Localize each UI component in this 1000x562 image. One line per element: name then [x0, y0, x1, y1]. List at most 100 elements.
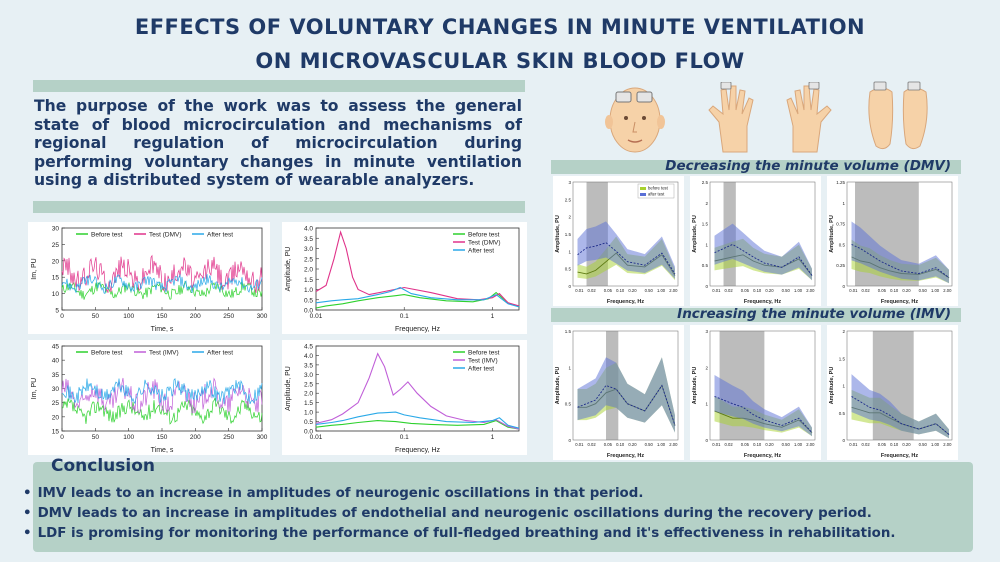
- x-tick-label: 250: [223, 434, 234, 441]
- y-tick-label: 15: [52, 429, 60, 436]
- y-tick-label: 0: [842, 284, 845, 289]
- x-axis-label: Frequency, Hz: [607, 453, 644, 459]
- legend-label: Before test: [468, 232, 500, 239]
- band-mean-after-test: [577, 242, 676, 275]
- x-tick-label: 0.20: [902, 288, 911, 293]
- y-tick-label: 5: [55, 308, 59, 315]
- y-tick-label: 25: [52, 242, 60, 249]
- imv-time-chart-svg: 15 20 25 30 35 40 45 0 50 100 150 200 250 300 Time, s I…: [31, 344, 268, 455]
- y-tick-label: 1.5: [565, 329, 572, 334]
- band-mean-after-test: [714, 243, 813, 276]
- y-axis-label: Amplitude, PU: [692, 367, 698, 405]
- x-tick-label: 100: [123, 313, 134, 320]
- legend-label: Before test: [91, 350, 123, 357]
- x-tick-label: 0.20: [902, 442, 911, 447]
- y-tick-label: 0.5: [839, 242, 846, 247]
- x-tick-label: 0.05: [741, 442, 750, 447]
- x-tick-label: 0.02: [862, 442, 871, 447]
- x-tick-label: 1: [491, 313, 495, 320]
- dmv-frequency-chart-svg: 0.0 0.5 1.0 1.5 2.0 2.5 3.0 3.5 4.0 0.01 0.1 1 Frequ…: [285, 226, 520, 333]
- band-area-after-test: [851, 221, 949, 284]
- y-tick-label: 3.0: [304, 372, 313, 379]
- dmv-heading: Decreasing the minute volume (DMV): [665, 158, 951, 174]
- legend-label: Before test: [468, 350, 500, 357]
- x-tick-label: 1.00: [794, 288, 803, 293]
- x-tick-label: 0.02: [862, 288, 871, 293]
- x-tick-label: 0.10: [753, 288, 762, 293]
- series-line-test-dmv-: [61, 254, 263, 293]
- conclusion-title: Conclusion: [51, 456, 155, 476]
- y-tick-label: 0.5: [304, 297, 313, 304]
- imv-heading-band: [551, 308, 961, 322]
- band-mean-after-test: [577, 384, 676, 426]
- y-tick-label: 10: [52, 291, 60, 298]
- y-tick-label: 2: [705, 365, 708, 370]
- y-tick-label: 1: [842, 201, 845, 206]
- band-mean-after-test: [851, 396, 950, 435]
- y-tick-label: 1: [842, 384, 845, 389]
- y-tick-label: 1.5: [565, 232, 572, 237]
- y-tick-label: 1.5: [304, 400, 313, 407]
- band-area-after-test: [577, 357, 675, 433]
- title-line-1: EFFECTS OF VOLUNTARY CHANGES IN MINUTE V…: [134, 15, 866, 39]
- legend-label: after test: [648, 192, 665, 197]
- legend-swatch: [640, 193, 646, 196]
- y-axis-label: Amplitude, PU: [285, 366, 292, 411]
- y-tick-label: 4.5: [304, 344, 313, 351]
- x-tick-label: 0.10: [616, 288, 625, 293]
- x-tick-label: 1.00: [657, 288, 666, 293]
- imv-band-panel-3: 0 0.5 1 1.5 2 0.01 0.02 0.05 0.10 0.20 0.50 1.00 2.0…: [827, 325, 958, 460]
- poster-title: EFFECTS OF VOLUNTARY CHANGES IN MINUTE V…: [0, 10, 1000, 78]
- imv-band-panel-1: 0 0.5 1 1.5 0.01 0.02 0.05 0.10 0.20 0.50 1.00 2.00…: [553, 325, 684, 460]
- y-tick-label: 0.25: [836, 263, 845, 268]
- x-tick-label: 0.01: [712, 288, 721, 293]
- imv-band-panel-1-svg: 0 0.5 1 1.5 0.01 0.02 0.05 0.10 0.20 0.50 1.00 2.00…: [555, 329, 679, 459]
- dmv-band-panel-1-svg: 0 0.5 1 1.5 2 2.5 3 0.01 0.02 0.05 0.10 0.20 0.50 1.0…: [555, 180, 679, 305]
- x-tick-label: 2.00: [806, 288, 815, 293]
- x-tick-label: 0.50: [919, 288, 928, 293]
- y-tick-label: 3: [568, 180, 571, 185]
- y-tick-label: 2.5: [565, 197, 572, 202]
- y-tick-label: 4.0: [304, 226, 313, 233]
- series-line-test-dmv-: [315, 230, 520, 307]
- band-area-after-test: [577, 221, 675, 279]
- legend-box: [637, 183, 675, 199]
- x-tick-label: 0.20: [765, 288, 774, 293]
- imv-band-panel-2-svg: 0 1 2 3 0.01 0.02 0.05 0.10 0.20 0.50 1.00 2.00 Freq…: [692, 329, 816, 459]
- x-tick-label: 0.20: [765, 442, 774, 447]
- x-tick-label: 0.01: [575, 442, 584, 447]
- imv-band-panel-3-svg: 0 0.5 1 1.5 2 0.01 0.02 0.05 0.10 0.20 0.50 1.00 2.0…: [829, 329, 953, 459]
- band-area-after-test: [714, 375, 812, 437]
- x-tick-label: 0.01: [712, 442, 721, 447]
- x-tick-label: 0: [60, 434, 64, 441]
- x-tick-label: 2.00: [806, 442, 815, 447]
- y-tick-label: 2.0: [304, 391, 313, 398]
- imv-frequency-chart: 0.0 0.5 1.0 1.5 2.0 2.5 3.0 3.5 4.0 4.5 0.01 0.1 1 Fr…: [282, 340, 527, 455]
- x-tick-label: 0.10: [616, 442, 625, 447]
- x-tick-label: 0.05: [878, 442, 887, 447]
- plot-frame: [315, 345, 520, 432]
- y-axis-label: Amplitude, PU: [285, 247, 292, 292]
- x-axis-label: Frequency, Hz: [744, 299, 781, 305]
- hands-illustration: [708, 82, 832, 153]
- x-tick-label: 1.00: [931, 288, 940, 293]
- y-tick-label: 30: [52, 226, 60, 233]
- x-tick-label: 1.00: [794, 442, 803, 447]
- x-tick-label: 0.10: [890, 442, 899, 447]
- conclusion-item: DMV leads to an increase in amplitudes o…: [23, 504, 896, 524]
- feet-illustration: [868, 81, 928, 150]
- x-tick-label: 2.00: [669, 442, 678, 447]
- band-area-after-test: [851, 374, 949, 439]
- y-tick-label: 40: [52, 358, 60, 365]
- band-mean-after-test: [714, 395, 813, 434]
- y-tick-label: 0: [568, 284, 571, 289]
- head-illustration: [605, 87, 665, 153]
- y-tick-label: 0: [705, 284, 708, 289]
- y-tick-label: 1.5: [839, 356, 846, 361]
- x-axis-label: Frequency, Hz: [744, 453, 781, 459]
- y-tick-label: 3: [705, 329, 708, 334]
- x-tick-label: 0.1: [400, 434, 409, 441]
- y-tick-label: 2.5: [304, 381, 313, 388]
- dmv-frequency-chart: 0.0 0.5 1.0 1.5 2.0 2.5 3.0 3.5 4.0 0.01 0.1 1 Frequ…: [282, 222, 527, 334]
